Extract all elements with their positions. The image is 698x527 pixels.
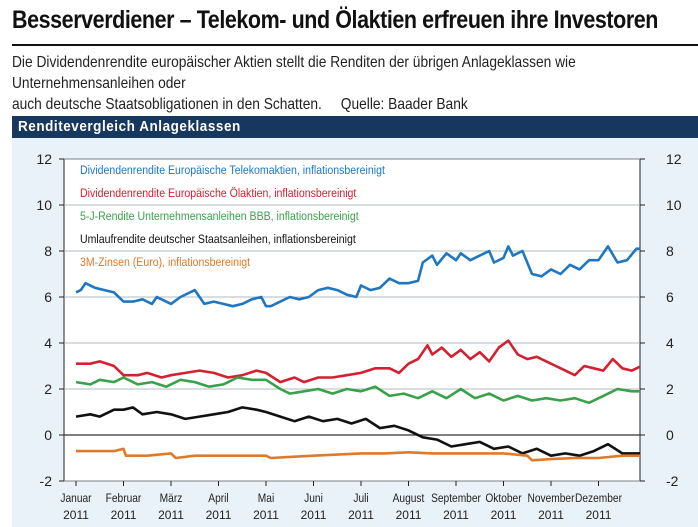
y-tick-label-right: 2 [666, 381, 674, 397]
x-tick-label-month: Februar [106, 492, 142, 505]
legend-entry-5: 3M-Zinsen (Euro), inflationsbereinigt [80, 256, 251, 269]
legend-entry-1: Dividendenrendite Europäische Telekomakt… [80, 164, 386, 177]
x-tick-label-year: 2011 [111, 508, 137, 522]
chart-title-band: Renditevergleich Anlageklassen [12, 116, 698, 138]
y-tick-label-right: 4 [666, 335, 674, 351]
x-tick-label-month: Mai [258, 492, 274, 505]
x-tick-label-year: 2011 [491, 508, 517, 522]
x-tick-label-month: November [527, 492, 574, 505]
legend-entry-4: Umlaufrendite deutscher Staatsanleihen, … [80, 233, 357, 246]
plot-frame [63, 158, 641, 482]
x-tick-label-year: 2011 [301, 508, 327, 522]
series-line-4 [75, 406, 640, 457]
x-tick-label-year: 2011 [538, 508, 564, 522]
x-tick-label-year: 2011 [158, 508, 184, 522]
y-tick-label-left: 6 [44, 289, 52, 305]
line-chart: -2 -2 0 0 2 2 4 4 6 6 8 8 10 10 12 12 Januar 2011 Februar 2… [36, 151, 682, 522]
subtitle-line-2: auch deutsche Staatsobligationen in den … [12, 96, 322, 113]
headline-rule [12, 44, 698, 46]
x-tick-label-year: 2011 [586, 508, 612, 522]
subtitle-line-1: Die Dividendenrendite europäischer Aktie… [12, 54, 576, 92]
series-line-1 [75, 245, 640, 308]
subtitle: Die Dividendenrendite europäischer Aktie… [12, 52, 666, 115]
series-line-3 [75, 376, 640, 405]
x-tick-label-month: Juli [353, 492, 368, 505]
x-tick-label-month: September [431, 492, 481, 505]
y-tick-label-left: 2 [44, 381, 52, 397]
chart-title: Renditevergleich Anlageklassen [18, 118, 241, 135]
source-note: Quelle: Baader Bank [340, 96, 468, 113]
y-tick-label-right: 10 [666, 197, 682, 213]
x-tick-label-year: 2011 [206, 508, 232, 522]
y-tick-label-right: -2 [666, 473, 679, 489]
y-tick-label-left: 10 [36, 197, 52, 213]
legend-entry-2: Dividendenrendite Europäische Ölaktien, … [80, 187, 357, 200]
x-tick-label-month: Dezember [575, 492, 622, 505]
chart-area: -2 -2 0 0 2 2 4 4 6 6 8 8 10 10 12 12 Januar 2011 Februar 2… [12, 138, 698, 527]
x-tick-label-year: 2011 [348, 508, 374, 522]
x-tick-label-month: Januar [60, 492, 91, 505]
y-tick-label-left: 4 [44, 335, 52, 351]
y-tick-label-left: 0 [44, 427, 52, 443]
x-tick-label-month: August [393, 492, 426, 505]
legend-entry-3: 5-J-Rendite Unternehmensanleihen BBB, in… [80, 210, 359, 223]
y-tick-label-left: 12 [36, 151, 52, 167]
x-tick-label-year: 2011 [443, 508, 469, 522]
x-tick-label-month: Juni [304, 492, 323, 505]
y-tick-label-right: 0 [666, 427, 674, 443]
x-tick-label-year: 2011 [253, 508, 279, 522]
y-tick-label-right: 6 [666, 289, 674, 305]
y-tick-label-right: 8 [666, 243, 674, 259]
x-tick-label-year: 2011 [396, 508, 422, 522]
headline: Besserverdiener – Telekom- und Ölaktien … [12, 6, 658, 34]
series-line-5 [76, 447, 640, 462]
series-line-2 [76, 339, 640, 384]
x-tick-label-month: Oktober [485, 492, 522, 505]
y-tick-label-left: 8 [44, 243, 52, 259]
x-tick-label-year: 2011 [63, 508, 89, 522]
y-tick-label-right: 12 [666, 151, 682, 167]
x-tick-label-month: April [208, 492, 228, 505]
y-tick-label-left: -2 [40, 473, 53, 489]
x-tick-label-month: März [160, 492, 183, 505]
